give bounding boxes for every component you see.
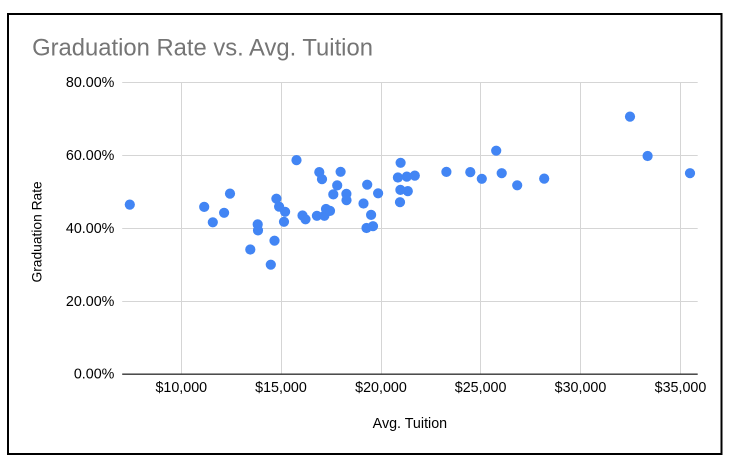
- svg-text:20.00%: 20.00%: [66, 294, 115, 310]
- svg-text:Graduation Rate: Graduation Rate: [30, 181, 45, 283]
- svg-text:$35,000: $35,000: [655, 380, 707, 396]
- svg-text:$10,000: $10,000: [155, 380, 207, 396]
- svg-text:$15,000: $15,000: [255, 380, 307, 396]
- svg-text:60.00%: 60.00%: [66, 148, 115, 164]
- svg-text:$25,000: $25,000: [455, 380, 507, 396]
- svg-text:0.00%: 0.00%: [74, 367, 115, 383]
- svg-text:80.00%: 80.00%: [66, 75, 115, 91]
- svg-text:$20,000: $20,000: [355, 380, 407, 396]
- svg-text:Avg. Tuition: Avg. Tuition: [373, 416, 447, 432]
- svg-text:40.00%: 40.00%: [66, 221, 115, 237]
- svg-text:$30,000: $30,000: [555, 380, 607, 396]
- svg-text:Graduation Rate vs. Avg. Tuiti: Graduation Rate vs. Avg. Tuition: [32, 34, 373, 61]
